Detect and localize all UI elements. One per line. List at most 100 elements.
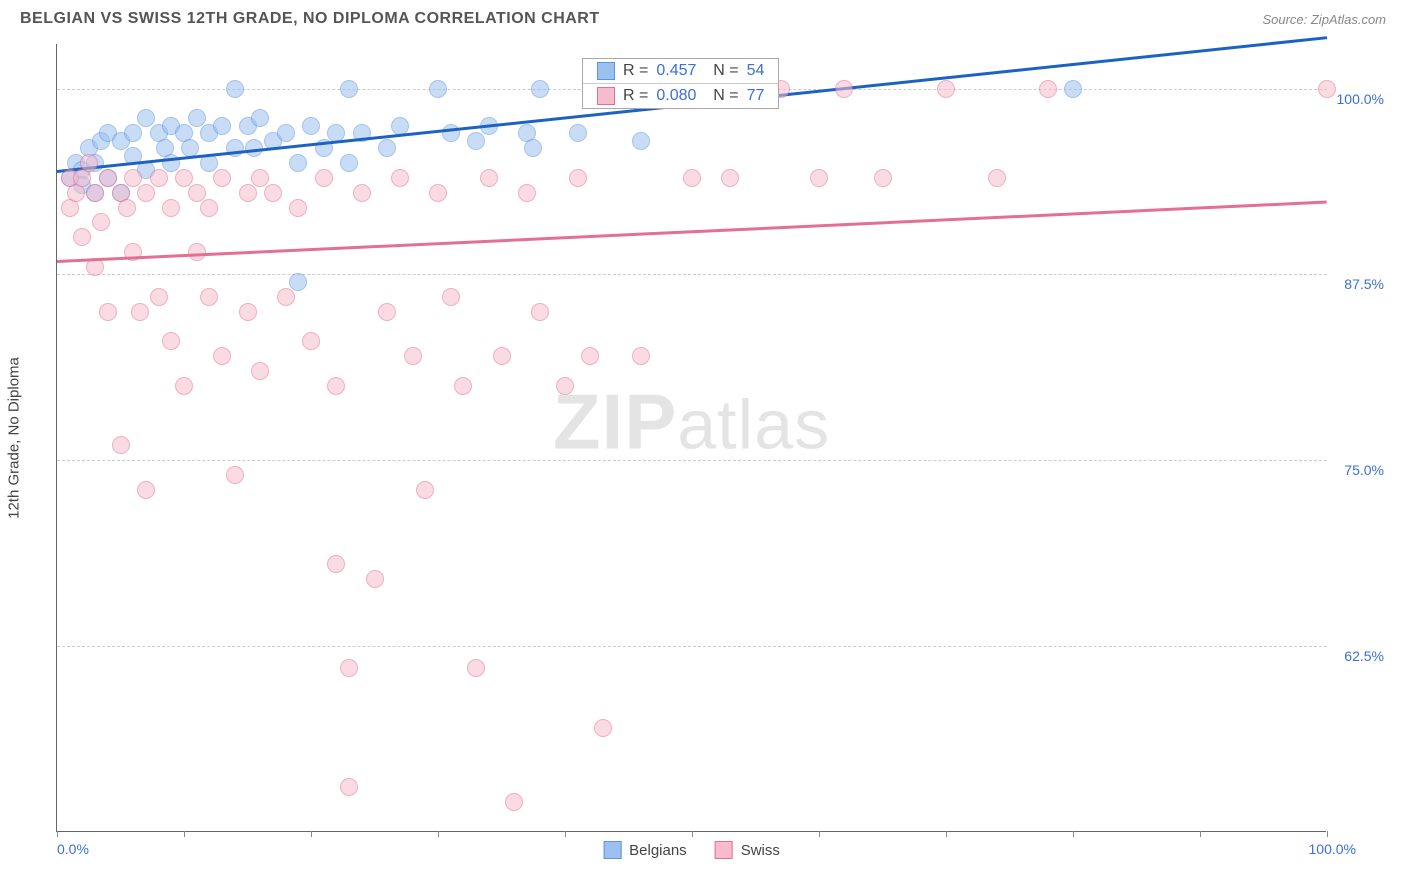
chart-container: 12th Grade, No Diploma ZIPatlas 62.5%75.… <box>56 44 1386 832</box>
data-point <box>340 80 358 98</box>
watermark-rest: atlas <box>677 385 830 463</box>
data-point <box>302 117 320 135</box>
source-label: Source: ZipAtlas.com <box>1262 12 1386 27</box>
data-point <box>150 169 168 187</box>
data-point <box>289 273 307 291</box>
data-point <box>327 555 345 573</box>
y-axis-title: 12th Grade, No Diploma <box>6 357 23 519</box>
data-point <box>378 139 396 157</box>
stats-row: R = 0.457 N = 54 <box>583 59 778 84</box>
data-point <box>683 169 701 187</box>
data-point <box>73 228 91 246</box>
watermark: ZIPatlas <box>553 376 830 467</box>
data-point <box>315 169 333 187</box>
x-tick <box>311 831 312 837</box>
data-point <box>137 109 155 127</box>
gridline <box>57 460 1327 461</box>
data-point <box>493 347 511 365</box>
x-tick <box>692 831 693 837</box>
data-point <box>429 184 447 202</box>
data-point <box>251 109 269 127</box>
data-point <box>429 80 447 98</box>
data-point <box>988 169 1006 187</box>
data-point <box>442 288 460 306</box>
data-point <box>810 169 828 187</box>
data-point <box>531 303 549 321</box>
data-point <box>531 80 549 98</box>
data-point <box>391 169 409 187</box>
data-point <box>454 377 472 395</box>
data-point <box>112 436 130 454</box>
data-point <box>391 117 409 135</box>
data-point <box>86 184 104 202</box>
data-point <box>200 288 218 306</box>
data-point <box>366 570 384 588</box>
data-point <box>99 303 117 321</box>
data-point <box>137 481 155 499</box>
data-point <box>188 184 206 202</box>
data-point <box>175 169 193 187</box>
stat-label: R = <box>623 87 648 105</box>
data-point <box>327 377 345 395</box>
legend-item: Swiss <box>715 841 780 859</box>
data-point <box>162 332 180 350</box>
data-point <box>277 288 295 306</box>
legend-swatch <box>603 841 621 859</box>
data-point <box>124 124 142 142</box>
data-point <box>524 139 542 157</box>
data-point <box>340 659 358 677</box>
data-point <box>378 303 396 321</box>
data-point <box>302 332 320 350</box>
x-max-label: 100.0% <box>1309 841 1356 857</box>
stat-label: N = <box>704 62 738 80</box>
data-point <box>162 199 180 217</box>
stat-label: R = <box>623 62 648 80</box>
data-point <box>518 184 536 202</box>
data-point <box>226 466 244 484</box>
data-point <box>188 109 206 127</box>
data-point <box>556 377 574 395</box>
data-point <box>200 199 218 217</box>
stat-r-value: 0.457 <box>656 62 696 80</box>
stats-row: R = 0.080 N = 77 <box>583 84 778 108</box>
x-tick <box>1200 831 1201 837</box>
data-point <box>277 124 295 142</box>
data-point <box>874 169 892 187</box>
data-point <box>289 154 307 172</box>
x-min-label: 0.0% <box>57 841 89 857</box>
data-point <box>632 347 650 365</box>
data-point <box>1318 80 1336 98</box>
plot-area: ZIPatlas 62.5%75.0%87.5%100.0%0.0%100.0%… <box>56 44 1326 832</box>
legend-item: Belgians <box>603 841 687 859</box>
data-point <box>92 213 110 231</box>
legend-swatch <box>597 62 615 80</box>
stat-n-value: 54 <box>747 62 765 80</box>
data-point <box>137 184 155 202</box>
data-point <box>632 132 650 150</box>
data-point <box>505 793 523 811</box>
x-tick <box>819 831 820 837</box>
y-tick-label: 62.5% <box>1344 648 1384 664</box>
data-point <box>937 80 955 98</box>
legend-swatch <box>597 87 615 105</box>
data-point <box>226 80 244 98</box>
data-point <box>835 80 853 98</box>
data-point <box>594 719 612 737</box>
data-point <box>569 124 587 142</box>
stat-r-value: 0.080 <box>656 87 696 105</box>
x-tick <box>565 831 566 837</box>
data-point <box>416 481 434 499</box>
series-legend: Belgians Swiss <box>603 841 780 859</box>
data-point <box>467 132 485 150</box>
data-point <box>239 184 257 202</box>
y-tick-label: 100.0% <box>1337 91 1384 107</box>
data-point <box>581 347 599 365</box>
y-tick-label: 87.5% <box>1344 276 1384 292</box>
data-point <box>569 169 587 187</box>
data-point <box>150 288 168 306</box>
data-point <box>721 169 739 187</box>
chart-title: BELGIAN VS SWISS 12TH GRADE, NO DIPLOMA … <box>20 10 600 28</box>
x-tick <box>1073 831 1074 837</box>
data-point <box>264 184 282 202</box>
data-point <box>353 184 371 202</box>
